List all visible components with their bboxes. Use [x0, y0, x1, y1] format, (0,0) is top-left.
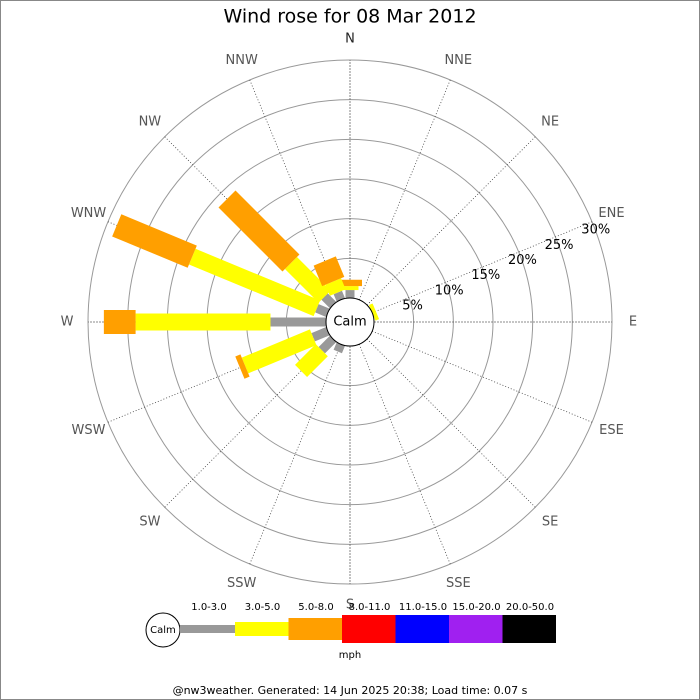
legend-swatch — [449, 615, 503, 643]
direction-label: NNE — [444, 53, 472, 68]
bar-segment — [313, 256, 345, 287]
legend-label: 3.0-5.0 — [245, 602, 280, 613]
chart-title: Wind rose for 08 Mar 2012 — [223, 6, 476, 28]
legend-swatch — [342, 615, 396, 643]
ring-label: 5% — [402, 299, 423, 314]
ring-label: 25% — [545, 238, 574, 253]
legend-unit: mph — [339, 650, 361, 661]
bar-segment — [295, 344, 328, 377]
legend-swatch — [288, 618, 342, 640]
direction-label: ESE — [599, 423, 624, 438]
direction-label: W — [61, 315, 74, 330]
legend-swatch — [502, 615, 556, 643]
direction-label: SW — [139, 515, 160, 530]
legend-swatch — [235, 622, 289, 636]
bar-segment — [345, 290, 355, 298]
legend-label: 20.0-50.0 — [506, 602, 554, 613]
bar-segment — [270, 317, 326, 327]
direction-label: SSW — [227, 576, 257, 591]
direction-label: E — [629, 315, 637, 330]
legend-calm-label: Calm — [150, 625, 176, 636]
direction-label: NE — [541, 114, 559, 129]
bar-segment — [284, 256, 331, 303]
legend-swatch — [395, 615, 449, 643]
bar-segment — [188, 248, 321, 317]
ring-label: 10% — [435, 283, 464, 298]
direction-label: NNW — [226, 53, 258, 68]
legend-label: 1.0-3.0 — [191, 602, 226, 613]
bar-segment — [218, 190, 300, 272]
bar-segment — [341, 286, 359, 291]
bar-segment — [321, 293, 337, 309]
legend-label: 11.0-15.0 — [399, 602, 447, 613]
direction-label: WNW — [71, 206, 107, 221]
legend-swatch — [180, 625, 235, 633]
spoke — [358, 344, 451, 565]
ring-label: 30% — [581, 223, 610, 238]
legend-label: 5.0-8.0 — [298, 602, 333, 613]
direction-label: WSW — [72, 423, 106, 438]
calm-label: Calm — [333, 315, 366, 330]
spoke — [372, 330, 593, 423]
spoke — [366, 136, 536, 306]
bar-segment — [368, 303, 380, 321]
bar-segment — [135, 313, 271, 331]
spoke — [249, 344, 342, 565]
bar-segment — [241, 329, 317, 374]
direction-label: NW — [139, 114, 162, 129]
bar-segment — [325, 278, 346, 296]
bar-segment — [311, 327, 330, 342]
bar-segment — [315, 304, 330, 317]
calm-circle — [325, 297, 375, 347]
legend-label: 15.0-20.0 — [452, 602, 500, 613]
bar-segment — [338, 279, 362, 287]
bar-segment — [235, 354, 250, 379]
ring-label: 20% — [508, 253, 537, 268]
direction-label: S — [346, 598, 354, 613]
bar-segment — [103, 310, 136, 334]
footer: @nw3weather. Generated: 14 Jun 2025 20:3… — [173, 684, 528, 697]
spoke — [358, 79, 451, 300]
ring-label: 15% — [471, 268, 500, 283]
direction-label: SE — [542, 515, 558, 530]
direction-label: ENE — [598, 206, 624, 221]
bar-segment — [112, 214, 197, 268]
bars — [103, 190, 380, 379]
spoke — [372, 221, 593, 314]
legend-label: 8.0-11.0 — [349, 602, 391, 613]
spoke — [366, 338, 536, 508]
direction-label: N — [345, 32, 355, 47]
direction-label: SSE — [446, 576, 471, 591]
bar-segment — [318, 335, 337, 354]
